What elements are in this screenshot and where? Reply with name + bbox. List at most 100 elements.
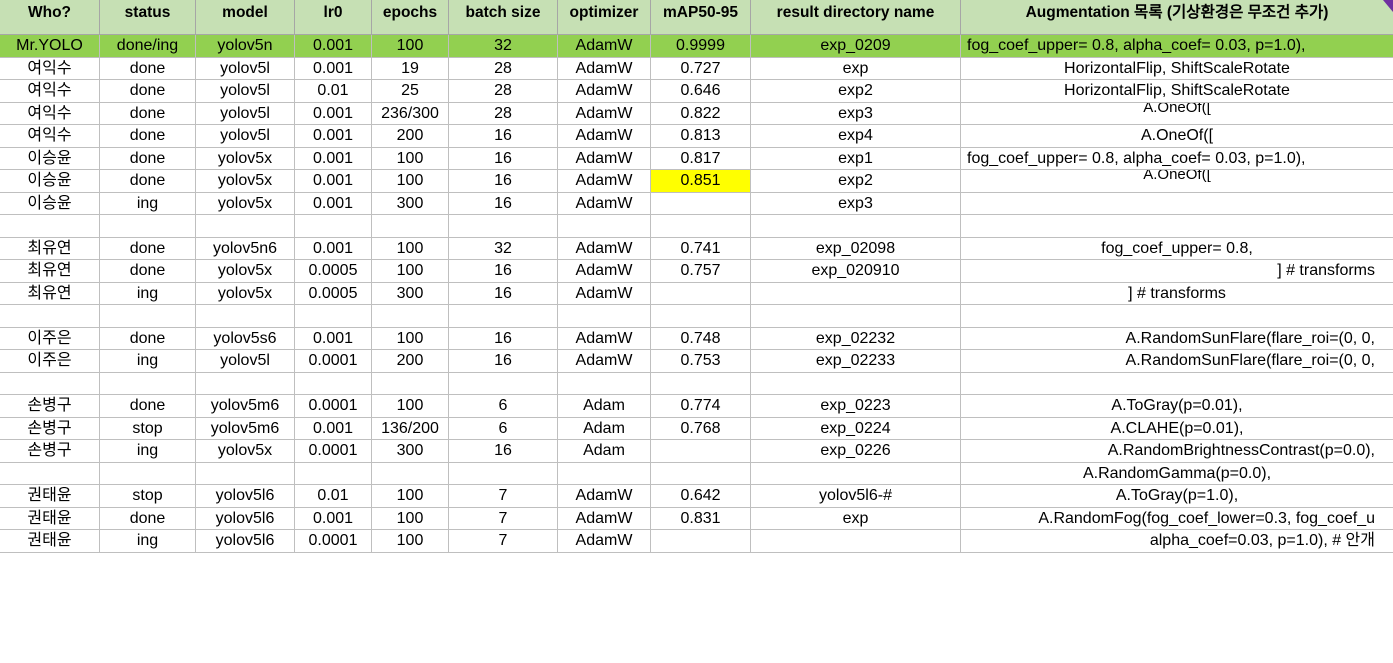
cell-map[interactable]: 0.851 [651, 170, 751, 193]
cell-map[interactable] [651, 530, 751, 553]
cell-status[interactable]: done [100, 102, 196, 125]
cell-batch-size[interactable]: 16 [449, 125, 558, 148]
cell-augmentation[interactable]: ] # transforms [961, 283, 1393, 305]
cell-augmentation[interactable] [961, 193, 1393, 215]
cell-optimizer[interactable]: AdamW [558, 507, 651, 530]
cell-model[interactable]: yolov5l [196, 80, 295, 103]
cell-result-dir[interactable] [751, 530, 961, 553]
cell-model[interactable]: yolov5x [196, 147, 295, 170]
cell-model[interactable]: yolov5m6 [196, 395, 295, 418]
cell-epochs[interactable] [372, 372, 449, 395]
cell-epochs[interactable]: 100 [372, 395, 449, 418]
cell-status[interactable]: ing [100, 350, 196, 373]
cell-lr0[interactable]: 0.0001 [295, 440, 372, 463]
cell-batch-size[interactable]: 32 [449, 237, 558, 260]
cell-optimizer[interactable]: AdamW [558, 170, 651, 193]
cell-augmentation[interactable]: A.RandomSunFlare(flare_roi=(0, 0, [961, 328, 1393, 350]
cell-status[interactable]: done [100, 147, 196, 170]
cell-lr0[interactable]: 0.0001 [295, 530, 372, 553]
cell-result-dir[interactable]: exp_0226 [751, 440, 961, 463]
cell-result-dir[interactable]: exp1 [751, 147, 961, 170]
cell-who[interactable]: 이승윤 [0, 170, 100, 193]
cell-who[interactable]: 최유연 [0, 260, 100, 283]
cell-map[interactable]: 0.817 [651, 147, 751, 170]
cell-lr0[interactable]: 0.001 [295, 125, 372, 148]
cell-optimizer[interactable]: AdamW [558, 192, 651, 215]
cell-optimizer[interactable]: AdamW [558, 350, 651, 373]
cell-optimizer[interactable]: Adam [558, 440, 651, 463]
cell-model[interactable]: yolov5x [196, 282, 295, 305]
cell-batch-size[interactable]: 7 [449, 507, 558, 530]
cell-batch-size[interactable]: 7 [449, 530, 558, 553]
cell-result-dir[interactable]: exp_0223 [751, 395, 961, 418]
cell-status[interactable]: ing [100, 530, 196, 553]
cell-optimizer[interactable] [558, 462, 651, 485]
cell-augmentation[interactable]: fog_coef_upper= 0.8, alpha_coef= 0.03, p… [961, 35, 1393, 58]
header-optimizer[interactable]: optimizer [558, 0, 651, 35]
cell-batch-size[interactable]: 28 [449, 80, 558, 103]
cell-status[interactable]: done [100, 507, 196, 530]
cell-model[interactable]: yolov5s6 [196, 327, 295, 350]
cell-lr0[interactable]: 0.001 [295, 147, 372, 170]
cell-status[interactable] [100, 462, 196, 485]
cell-epochs[interactable]: 100 [372, 147, 449, 170]
cell-epochs[interactable]: 236/300 [372, 102, 449, 125]
cell-augmentation[interactable]: A.RandomBrightnessContrast(p=0.0), [961, 440, 1393, 463]
cell-model[interactable]: yolov5l6 [196, 507, 295, 530]
cell-augmentation[interactable]: A.OneOf([ [961, 125, 1393, 148]
cell-who[interactable]: 이승윤 [0, 147, 100, 170]
cell-lr0[interactable] [295, 305, 372, 328]
cell-batch-size[interactable]: 32 [449, 35, 558, 58]
cell-who[interactable]: 손병구 [0, 395, 100, 418]
cell-model[interactable]: yolov5x [196, 170, 295, 193]
cell-lr0[interactable]: 0.001 [295, 35, 372, 58]
cell-epochs[interactable] [372, 215, 449, 238]
cell-model[interactable]: yolov5l6 [196, 485, 295, 508]
cell-augmentation[interactable]: A.OneOf([A.OneOf([A.ToGray(p=1.0) [961, 170, 1393, 193]
cell-augmentation[interactable]: HorizontalFlip, ShiftScaleRotate [961, 80, 1393, 103]
cell-augmentation[interactable]: fog_coef_upper= 0.8, [961, 238, 1393, 260]
cell-who[interactable]: 이주은 [0, 350, 100, 373]
cell-result-dir[interactable] [751, 372, 961, 395]
cell-status[interactable]: done [100, 57, 196, 80]
cell-model[interactable]: yolov5n6 [196, 237, 295, 260]
cell-map[interactable]: 0.768 [651, 417, 751, 440]
cell-epochs[interactable] [372, 305, 449, 328]
cell-model[interactable] [196, 215, 295, 238]
cell-optimizer[interactable]: AdamW [558, 57, 651, 80]
cell-epochs[interactable]: 300 [372, 192, 449, 215]
cell-optimizer[interactable]: AdamW [558, 237, 651, 260]
cell-lr0[interactable] [295, 215, 372, 238]
cell-augmentation[interactable]: A.RandomGamma(p=0.0), [961, 463, 1393, 485]
cell-batch-size[interactable]: 16 [449, 350, 558, 373]
cell-augmentation[interactable]: alpha_coef=0.03, p=1.0), # 안개 [961, 530, 1393, 553]
cell-map[interactable] [651, 192, 751, 215]
cell-status[interactable]: done [100, 327, 196, 350]
cell-map[interactable] [651, 215, 751, 238]
cell-optimizer[interactable]: AdamW [558, 260, 651, 283]
cell-who[interactable]: 여익수 [0, 57, 100, 80]
cell-epochs[interactable]: 100 [372, 485, 449, 508]
cell-result-dir[interactable]: yolov5l6-# [751, 485, 961, 508]
cell-lr0[interactable]: 0.01 [295, 80, 372, 103]
cell-batch-size[interactable]: 16 [449, 440, 558, 463]
header-model[interactable]: model [196, 0, 295, 35]
cell-status[interactable]: stop [100, 417, 196, 440]
cell-epochs[interactable]: 25 [372, 80, 449, 103]
cell-augmentation[interactable]: A.RandomFog(fog_coef_lower=0.3, fog_coef… [961, 508, 1393, 530]
cell-status[interactable]: done [100, 395, 196, 418]
cell-augmentation[interactable]: A.ToGray(p=0.01), [961, 395, 1393, 418]
cell-result-dir[interactable] [751, 305, 961, 328]
cell-batch-size[interactable]: 16 [449, 192, 558, 215]
header-augmentation[interactable]: Augmentation 목록 (기상환경은 무조건 추가) [961, 0, 1393, 35]
cell-model[interactable]: yolov5n [196, 35, 295, 58]
cell-status[interactable]: done [100, 80, 196, 103]
header-result-dir[interactable]: result directory name [751, 0, 961, 35]
cell-model[interactable]: yolov5l [196, 57, 295, 80]
cell-augmentation[interactable]: A.ToGray(p=1.0), [961, 485, 1393, 508]
cell-status[interactable]: done [100, 170, 196, 193]
cell-lr0[interactable]: 0.001 [295, 507, 372, 530]
cell-map[interactable]: 0.727 [651, 57, 751, 80]
cell-optimizer[interactable]: Adam [558, 417, 651, 440]
cell-model[interactable] [196, 305, 295, 328]
